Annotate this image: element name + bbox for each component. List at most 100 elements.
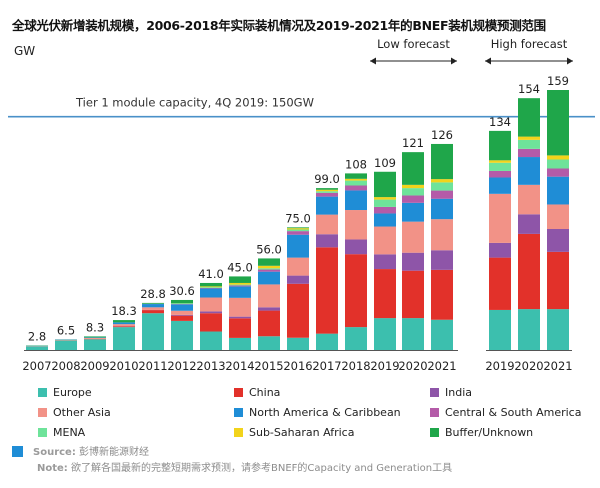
bar-segment-other-asia-2019 [489,193,511,243]
bar-segment-mena-2012 [171,303,193,305]
total-label-16: 154 [518,82,540,96]
bar-segment-other-asia-2009 [84,337,106,339]
x-tick-label-6: 2013 [196,359,225,373]
bar-segment-buffer-unknown-2015 [258,258,280,266]
bar-segment-china-2013 [200,313,222,332]
bar-segment-sub-saharan-africa-2017 [316,189,338,192]
note-line: Note: 欲了解各国最新的完整短期需求预测，请参考BNEF的Capacity … [37,459,452,474]
x-tick-label-5: 2012 [167,359,196,373]
bar-segment-sub-saharan-africa-2019 [489,160,511,163]
bar-segment-mena-2016 [287,229,309,232]
source-label: Source: [33,447,76,458]
bar-segment-sub-saharan-africa-2013 [200,286,222,288]
bar-segment-north-america-caribbean-2019 [374,213,396,227]
bar-segment-other-asia-2021 [431,219,453,251]
bar-segment-europe-2010 [113,327,135,350]
bar-segment-central-south-america-2019 [489,170,511,178]
bar-segment-other-asia-2017 [316,214,338,235]
bar-segment-north-america-caribbean-2014 [229,286,251,298]
x-tick-label-8: 2015 [254,359,283,373]
bar-segment-europe-2019 [374,318,396,350]
chart-title: 全球光伏新增装机规模，2006-2018年实际装机情况及2019-2021年的B… [12,18,546,33]
bar-segment-north-america-caribbean-2015 [258,271,280,285]
total-label-10: 99.0 [314,172,340,186]
x-tick-label-2: 2009 [80,359,109,373]
bar-segment-buffer-unknown-2019 [374,171,396,198]
bar-segment-buffer-unknown-2010 [113,320,135,323]
bar-segment-buffer-unknown-2017 [316,188,338,190]
bar-segment-mena-2015 [258,268,280,270]
bar-segment-europe-2017 [316,333,338,350]
x-tick-label-13: 2020 [398,359,427,373]
bar-segment-central-south-america-2019 [374,206,396,214]
total-label-12: 109 [374,156,396,170]
bar-segment-india-2020 [518,214,540,234]
bar-segment-china-2015 [258,310,280,337]
source-line: Source: 彭博新能源财经 [12,443,149,458]
bar-segment-buffer-unknown-2013 [200,282,222,287]
bar-segment-mena-2017 [316,191,338,193]
total-label-0: 2.8 [28,329,46,343]
bar-segment-mena-2020 [402,188,424,196]
bar-segment-china-2014 [229,318,251,338]
high-forecast-arrow-left [485,57,491,65]
bar-segment-india-2016 [287,275,309,284]
bar-segment-sub-saharan-africa-2014 [229,282,251,285]
bar-segment-china-2019 [489,257,511,310]
bar-segment-north-america-caribbean-2010 [113,322,135,325]
bar-segment-sub-saharan-africa-2021 [547,155,569,160]
bar-segment-china-2021 [547,251,569,310]
bar-segment-india-2020 [402,252,424,271]
bar-segment-buffer-unknown-2020 [402,152,424,185]
bar-segment-buffer-unknown-2018 [345,173,367,179]
bar-segment-other-asia-2020 [518,184,540,215]
bar-segment-north-america-caribbean-2012 [171,304,193,311]
bar-segment-china-2016 [287,283,309,338]
bar-segment-europe-2018 [345,327,367,350]
bar-segment-china-2011 [142,310,164,314]
bar-segment-central-south-america-2020 [402,195,424,203]
bar-segment-north-america-caribbean-2020 [518,157,540,185]
bar-segment-north-america-caribbean-2013 [200,288,222,298]
bar-segment-india-2014 [229,316,251,319]
bar-segment-europe-2009 [84,339,106,350]
bar-segment-north-america-caribbean-2020 [402,202,424,222]
bar-segment-buffer-unknown-2021 [547,90,569,156]
bar-segment-other-asia-2012 [171,310,193,315]
bar-segment-buffer-unknown-2021 [431,143,453,180]
bar-segment-buffer-unknown-2012 [171,299,193,304]
bar-segment-europe-2014 [229,337,251,350]
bar-segment-china-2020 [402,270,424,319]
bar-segment-china-2020 [518,233,540,310]
total-label-2: 8.3 [86,320,104,334]
bar-segment-sub-saharan-africa-2021 [431,179,453,183]
bar-segment-europe-2007 [26,346,48,350]
high-forecast-arrow-right [567,57,573,65]
bar-segment-other-asia-2016 [287,257,309,276]
bar-segment-europe-2012 [171,320,193,350]
bar-segment-other-asia-2018 [345,210,367,240]
bar-segment-india-2015 [258,307,280,311]
bar-segment-india-2019 [489,242,511,258]
bar-segment-central-south-america-2015 [258,269,280,272]
bar-segment-india-2018 [345,239,367,255]
bar-segment-india-2012 [171,314,193,316]
low-forecast-label: Low forecast [377,37,450,51]
bar-segment-north-america-caribbean-2019 [489,177,511,194]
bar-segment-north-america-caribbean-2016 [287,234,309,258]
bar-segment-sub-saharan-africa-2018 [345,178,367,181]
bar-segment-india-2013 [200,311,222,314]
bar-segment-central-south-america-2021 [431,190,453,199]
bar-segment-buffer-unknown-2014 [229,276,251,283]
bar-segment-mena-2019 [489,162,511,171]
x-tick-label-15: 2019 [485,359,514,373]
bar-segment-central-south-america-2017 [316,192,338,197]
bar-segment-india-2021 [431,250,453,270]
x-tick-label-1: 2008 [51,359,80,373]
total-label-9: 75.0 [285,211,311,225]
bar-segment-buffer-unknown-2016 [287,227,309,229]
bar-segment-china-2019 [374,269,396,319]
bar-segment-china-2021 [431,269,453,320]
bar-segment-europe-2020 [518,309,540,350]
